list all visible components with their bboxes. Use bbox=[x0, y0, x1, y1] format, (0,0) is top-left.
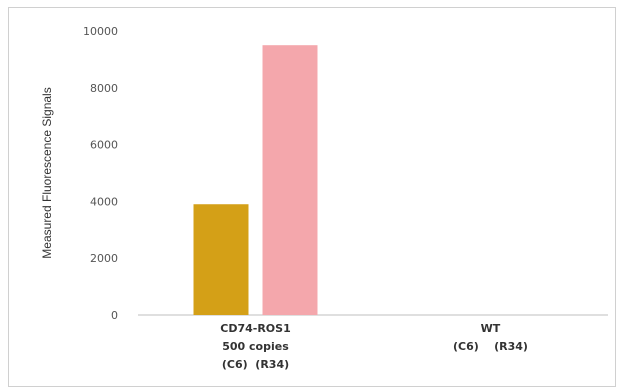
y-axis-label: Measured Fluorescence Signals bbox=[40, 87, 54, 258]
category-labels: CD74-ROS1 500 copies (C6) (R34) WT (C6) (R34… bbox=[220, 322, 528, 371]
x-category-label: CD74-ROS1 bbox=[220, 322, 290, 335]
bars-group bbox=[193, 45, 318, 315]
x-category-label: WT bbox=[481, 322, 501, 335]
y-tick-label: 8000 bbox=[90, 82, 118, 95]
bar-series-1-category-1 bbox=[193, 204, 249, 315]
y-tick-label: 6000 bbox=[90, 139, 118, 152]
y-tick-label: 10000 bbox=[83, 25, 118, 38]
y-tick-label: 2000 bbox=[90, 252, 118, 265]
bar-series-2-category-1 bbox=[262, 45, 318, 315]
x-category-label: (C6) (R34) bbox=[453, 340, 528, 353]
x-category-label: (C6) (R34) bbox=[222, 358, 289, 371]
y-tick-label: 0 bbox=[111, 309, 118, 322]
y-tick-label: 4000 bbox=[90, 195, 118, 208]
x-category-label: 500 copies bbox=[222, 340, 289, 353]
y-axis-ticks: 0 2000 4000 6000 8000 10000 bbox=[83, 25, 118, 322]
